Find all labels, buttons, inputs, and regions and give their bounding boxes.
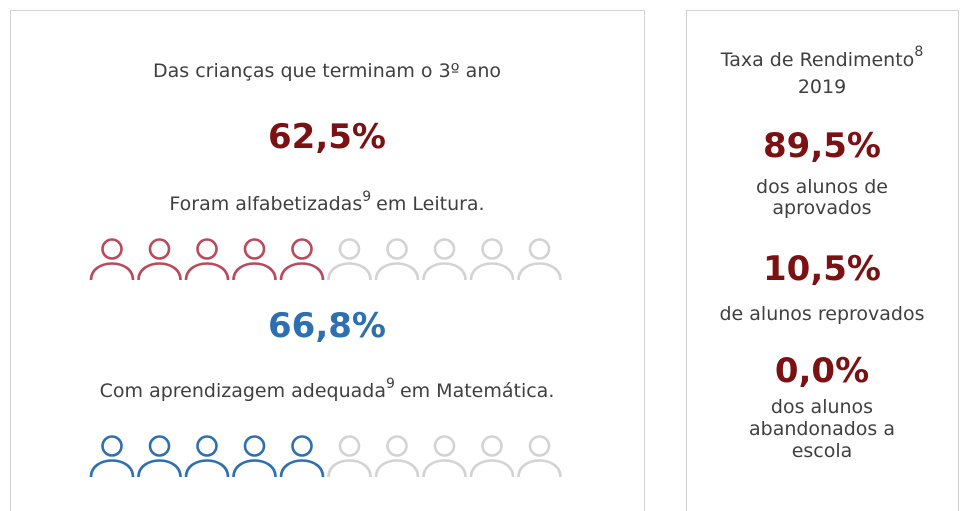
math-percent: 66,8% bbox=[268, 306, 386, 346]
heading: Das crianças que terminam o 3º ano bbox=[153, 60, 501, 82]
person-icon bbox=[232, 238, 277, 282]
person-icon bbox=[327, 238, 372, 282]
text: Foram alfabetizadas bbox=[169, 193, 362, 215]
person-icon bbox=[469, 238, 515, 282]
year: 2019 bbox=[798, 76, 846, 98]
person-icon bbox=[469, 435, 515, 479]
person-icon bbox=[422, 238, 467, 282]
approved-text: dos alunos de bbox=[756, 176, 888, 198]
right-title: Taxa de Rendimento8 bbox=[720, 44, 923, 71]
math-text: Com aprendizagem adequada9 em Matemática. bbox=[100, 376, 555, 402]
text: em Matemática. bbox=[400, 380, 554, 402]
person-icon bbox=[279, 238, 325, 282]
footnote: 8 bbox=[914, 44, 923, 60]
approved-percent: 89,5% bbox=[763, 126, 881, 166]
text: Com aprendizagem adequada bbox=[100, 380, 386, 402]
dropout-text: dos alunos bbox=[771, 396, 873, 418]
left-panel bbox=[10, 10, 645, 511]
reading-text: Foram alfabetizadas9 em Leitura. bbox=[169, 189, 484, 215]
text: Taxa de Rendimento bbox=[720, 49, 915, 71]
footnote: 9 bbox=[386, 376, 395, 392]
footnote: 9 bbox=[362, 189, 371, 205]
right-panel bbox=[686, 10, 959, 511]
failed-text: de alunos reprovados bbox=[720, 303, 925, 325]
approved-text: aprovados bbox=[772, 197, 871, 219]
text: em Leitura. bbox=[376, 193, 484, 215]
person-icon bbox=[137, 435, 182, 479]
icon-row bbox=[89, 238, 562, 282]
person-icon bbox=[517, 238, 562, 282]
dropout-percent: 0,0% bbox=[775, 351, 869, 391]
icon-row bbox=[89, 435, 562, 479]
dropout-text: escola bbox=[792, 440, 853, 462]
person-icon bbox=[89, 238, 135, 282]
person-icon bbox=[184, 435, 230, 479]
reading-percent: 62,5% bbox=[268, 117, 386, 157]
person-icon bbox=[232, 435, 277, 479]
person-icon bbox=[89, 435, 135, 479]
dropout-text: abandonados a bbox=[749, 418, 895, 440]
person-icon bbox=[279, 435, 325, 479]
failed-percent: 10,5% bbox=[763, 249, 881, 289]
person-icon bbox=[422, 435, 467, 479]
person-icon bbox=[184, 238, 230, 282]
person-icon bbox=[517, 435, 562, 479]
person-icon bbox=[374, 435, 420, 479]
person-icon bbox=[137, 238, 182, 282]
person-icon bbox=[374, 238, 420, 282]
person-icon bbox=[327, 435, 372, 479]
